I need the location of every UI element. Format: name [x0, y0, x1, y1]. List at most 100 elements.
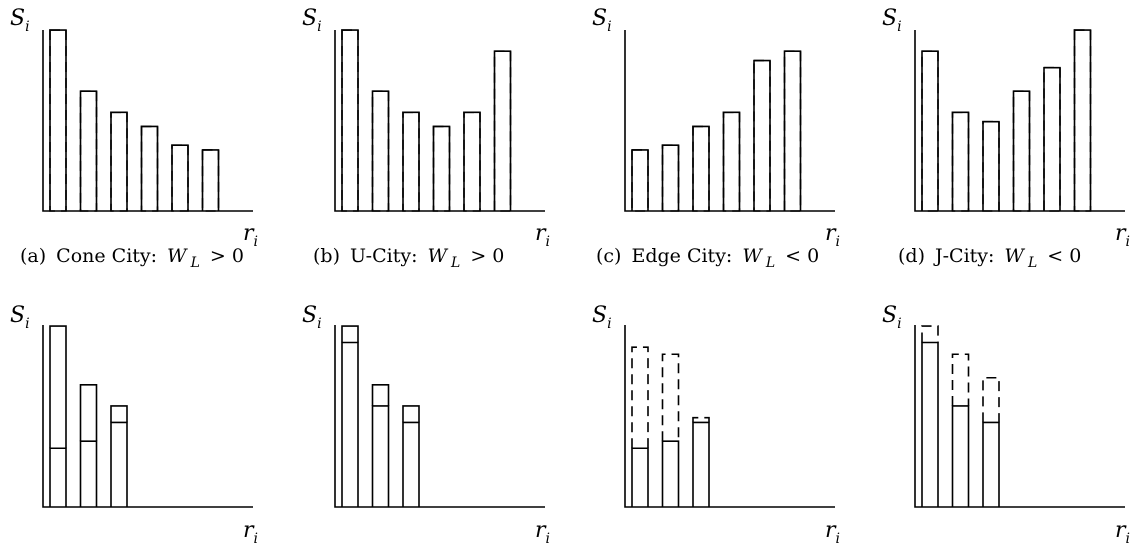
- bar-outline: [110, 111, 128, 211]
- panel-j-2: Si ri: [882, 303, 1130, 545]
- x-axis-label: ri: [243, 518, 258, 545]
- bar: [371, 90, 390, 212]
- bar: [753, 59, 771, 212]
- x-axis-label: ri: [1115, 518, 1130, 545]
- bar: [783, 50, 802, 212]
- axes: [42, 30, 253, 212]
- bar-upper: [402, 405, 420, 423]
- bar-outline: [79, 90, 98, 211]
- bar: [171, 144, 189, 212]
- bar-outline: [402, 111, 420, 211]
- y-axis-label: Si: [10, 6, 30, 35]
- bar-upper: [661, 353, 680, 442]
- bar: [201, 149, 220, 212]
- bar-outline: [1012, 90, 1031, 211]
- bar-outline: [201, 149, 220, 211]
- axes: [624, 325, 835, 508]
- bar: [921, 50, 939, 212]
- bar-lower: [982, 421, 1000, 507]
- bar: [140, 125, 159, 212]
- bar-outline: [951, 111, 970, 211]
- bar: [493, 50, 512, 212]
- bar-outline: [661, 144, 680, 211]
- bar-outline: [722, 111, 741, 211]
- caption-c: (c) Edge City: W L < 0: [596, 245, 819, 271]
- bar-upper: [79, 384, 98, 442]
- bar: [1043, 66, 1061, 212]
- bar-upper: [341, 325, 359, 343]
- bar-outline: [982, 120, 1000, 211]
- bar-outline: [140, 125, 159, 211]
- bar-upper: [951, 353, 970, 406]
- x-axis-label: ri: [535, 518, 550, 545]
- panel-j: Si ri: [882, 6, 1130, 250]
- axes: [914, 30, 1125, 212]
- bar-outline: [783, 50, 802, 211]
- x-axis-label: ri: [535, 221, 550, 250]
- bar: [951, 111, 970, 212]
- panel-cone: Si ri: [10, 6, 258, 250]
- panel-cone-2: Si ri: [10, 303, 258, 545]
- panel-u: Si ri: [302, 6, 550, 250]
- bar-outline: [921, 50, 939, 211]
- bar-outline: [171, 144, 189, 211]
- bar-upper: [371, 384, 390, 406]
- bar: [110, 111, 128, 212]
- y-axis-label: Si: [302, 303, 322, 332]
- bar-lower: [631, 447, 649, 507]
- axes: [624, 30, 835, 212]
- bar: [49, 29, 67, 212]
- bar: [463, 111, 481, 212]
- panel-u-2: Si ri: [302, 303, 550, 545]
- bar-outline: [371, 90, 390, 211]
- panel-edge-2: Si ri: [592, 303, 840, 545]
- bar-outline: [692, 125, 710, 211]
- bar-outline: [493, 50, 512, 211]
- bar-outline: [1073, 29, 1092, 211]
- y-axis-label: Si: [10, 303, 30, 332]
- bar: [722, 111, 741, 212]
- bar: [1012, 90, 1031, 212]
- y-axis-label: Si: [882, 6, 902, 35]
- x-axis-label: ri: [243, 221, 258, 250]
- y-axis-label: Si: [592, 6, 612, 35]
- bar-outline: [432, 125, 451, 211]
- caption-d: (d) J-City: W L < 0: [898, 245, 1081, 271]
- bar-outline: [753, 59, 771, 211]
- x-axis-label: ri: [825, 221, 840, 250]
- axes: [42, 325, 253, 508]
- bar: [1073, 29, 1092, 212]
- bar-outline: [463, 111, 481, 211]
- bar: [402, 111, 420, 212]
- bar: [79, 90, 98, 212]
- bar-outline: [49, 29, 67, 211]
- bar-upper: [692, 416, 710, 423]
- captions: (a) Cone City: W L > 0 (b) U-City: W L >…: [20, 245, 1081, 271]
- bar-lower: [402, 421, 420, 507]
- bar-outline: [341, 29, 359, 211]
- y-axis-label: Si: [302, 6, 322, 35]
- axes: [914, 325, 1125, 508]
- x-axis-label: ri: [825, 518, 840, 545]
- axes: [334, 325, 545, 508]
- bar: [982, 120, 1000, 212]
- y-axis-label: Si: [882, 303, 902, 332]
- bar-lower: [692, 421, 710, 507]
- bar-upper: [921, 325, 939, 343]
- bar-lower: [49, 447, 67, 507]
- bar-lower: [341, 341, 359, 507]
- bar: [661, 144, 680, 212]
- bar: [631, 149, 649, 212]
- bar-lower: [661, 440, 680, 507]
- caption-a: (a) Cone City: W L > 0: [20, 245, 244, 271]
- y-axis-label: Si: [592, 303, 612, 332]
- bar-lower: [79, 440, 98, 507]
- bar-lower: [110, 421, 128, 507]
- bar-upper: [110, 405, 128, 423]
- bar-lower: [921, 341, 939, 507]
- bar: [341, 29, 359, 212]
- bar-lower: [371, 405, 390, 507]
- bar-upper: [631, 346, 649, 449]
- x-axis-label: ri: [1115, 221, 1130, 250]
